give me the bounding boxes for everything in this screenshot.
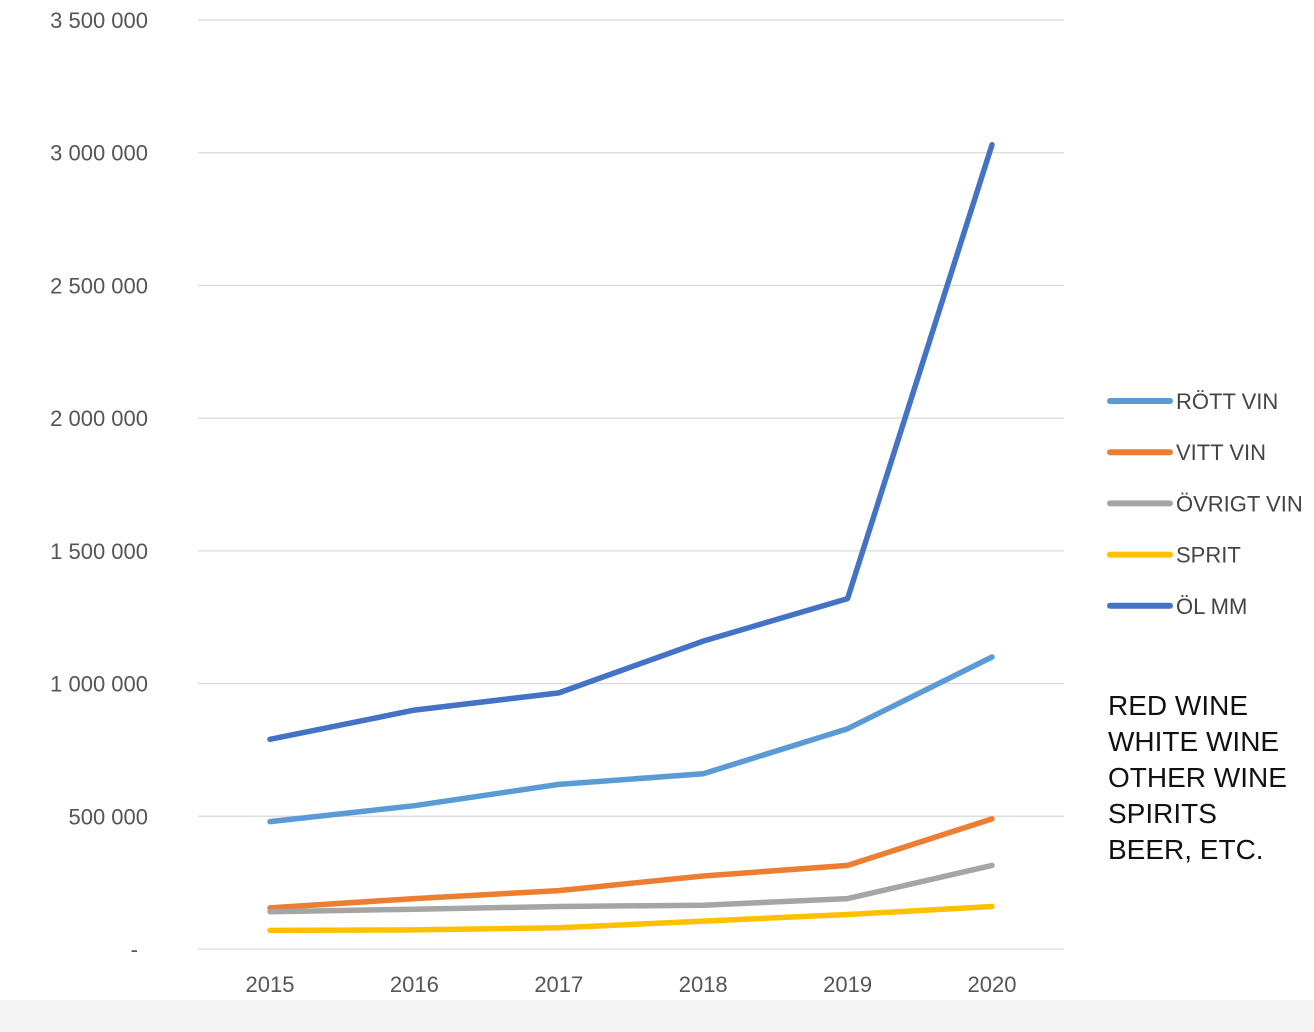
y-axis-ticks: - 500 000 1 000 000 1 500 000 2 000 000 2 500… (50, 8, 148, 962)
legend-label: VITT VIN (1176, 440, 1266, 465)
annotation-line: OTHER WINE (1108, 762, 1287, 793)
x-tick-label: 2018 (679, 972, 728, 997)
x-axis-ticks: 2015 2016 2017 2018 2019 2020 (246, 972, 1017, 997)
legend-label: ÖL MM (1176, 594, 1247, 619)
y-tick-label: 1 000 000 (50, 672, 148, 697)
series-line (267, 816, 995, 911)
legend-label: SPRIT (1176, 543, 1241, 568)
legend-label: ÖVRIGT VIN (1176, 491, 1303, 516)
annotation-line: RED WINE (1108, 690, 1248, 721)
gridlines (198, 19, 1064, 950)
x-tick-label: 2017 (534, 972, 583, 997)
series-line (267, 862, 995, 915)
x-tick-label: 2020 (968, 972, 1017, 997)
annotation-line: BEER, ETC. (1108, 834, 1264, 865)
y-tick-label: 3 500 000 (50, 8, 148, 33)
y-tick-label: 2 000 000 (50, 406, 148, 431)
y-tick-label: 500 000 (68, 804, 148, 829)
legend-label: RÖTT VIN (1176, 389, 1278, 414)
y-tick-label: 2 500 000 (50, 273, 148, 298)
series-line (267, 654, 995, 825)
x-tick-label: 2019 (823, 972, 872, 997)
legend: RÖTT VIN VITT VIN ÖVRIGT VIN SPRIT ÖL MM (1107, 389, 1303, 619)
translation-annotation: RED WINE WHITE WINE OTHER WINE SPIRITS B… (1108, 688, 1287, 868)
series-lines (267, 142, 995, 934)
y-tick-label: 1 500 000 (50, 539, 148, 564)
series-line (267, 903, 995, 934)
x-tick-label: 2016 (390, 972, 439, 997)
x-tick-label: 2015 (246, 972, 295, 997)
annotation-line: WHITE WINE (1108, 726, 1280, 757)
annotation-line: SPIRITS (1108, 798, 1217, 829)
series-line (267, 142, 995, 743)
y-tick-label: 3 000 000 (50, 141, 148, 166)
y-tick-label: - (131, 937, 138, 962)
bottom-band (0, 1000, 1314, 1032)
